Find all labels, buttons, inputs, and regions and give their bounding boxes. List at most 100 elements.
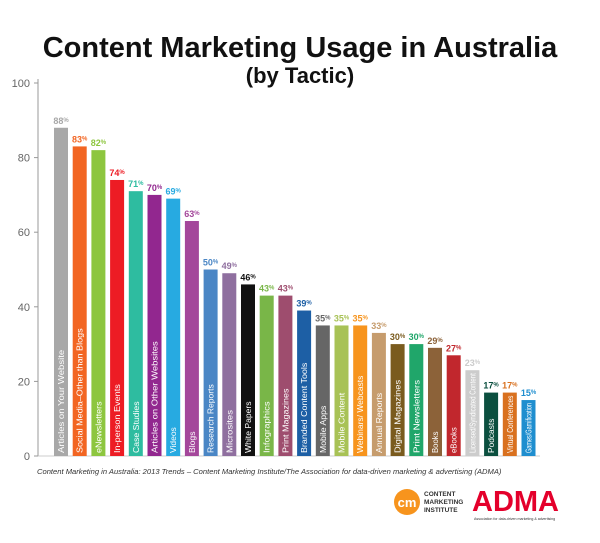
- y-tick-label: 80: [18, 153, 30, 165]
- bars: 88% Articles on Your Website 83% Social Med…: [53, 116, 537, 457]
- bar-group: 35% Mobile Content: [334, 313, 350, 456]
- bar-value-label: 74%: [109, 168, 125, 178]
- cmi-logo-mark-text: cm: [398, 495, 417, 510]
- bar-value-label: 23%: [465, 358, 481, 368]
- bar-value-label: 33%: [371, 321, 387, 331]
- bar: [371, 332, 386, 456]
- bar-category-label: Print Magazines: [281, 389, 290, 454]
- bar-category-label: Case Studies: [132, 401, 141, 453]
- bar-group: 49% Microsites: [222, 261, 238, 456]
- chart-title: Content Marketing Usage in Australia: [43, 32, 558, 64]
- bar-category-label: Videos: [169, 427, 178, 453]
- bar-group: 39% Branded Content Tools: [296, 299, 312, 456]
- bar-category-label: Books: [431, 432, 440, 454]
- bar: [203, 269, 218, 456]
- bar-group: 43% Infographics: [259, 284, 275, 456]
- bar: [147, 194, 162, 456]
- bar-category-label: eBooks: [450, 427, 459, 453]
- bar-value-label: 35%: [353, 313, 369, 323]
- y-tick-label: 0: [24, 451, 30, 463]
- bar: [166, 198, 181, 456]
- bar-value-label: 69%: [166, 187, 182, 197]
- bar-value-label: 30%: [390, 332, 406, 342]
- bar: [428, 347, 442, 456]
- bar-value-label: 43%: [278, 284, 294, 294]
- cmi-logo-line2: MARKETING: [424, 499, 463, 506]
- bar-group: 35% Webinars/ Webcasts: [353, 313, 369, 456]
- bar-group: 43% Print Magazines: [278, 284, 294, 456]
- bar-category-label: Infographics: [263, 401, 272, 453]
- cmi-logo-mark: [394, 489, 420, 515]
- bar: [409, 344, 424, 456]
- bar: [241, 284, 255, 456]
- bar-category-label: Podcasts: [487, 419, 496, 453]
- bar-group: 30% Print Newsletters: [409, 332, 425, 456]
- bar-value-label: 70%: [147, 183, 163, 193]
- bar-category-label: Games/Gamification: [525, 403, 534, 453]
- bar-value-label: 49%: [222, 261, 238, 271]
- bar-category-label: Annual Reports: [375, 393, 384, 453]
- bar-category-label: Licensed/Syndicated Content: [468, 373, 477, 453]
- bar-value-label: 46%: [240, 272, 256, 282]
- bar-group: 33% Annual Reports: [371, 321, 387, 456]
- y-tick-label: 40: [18, 302, 30, 314]
- bar-value-label: 29%: [427, 336, 443, 346]
- bar-category-label: Microsites: [225, 410, 234, 453]
- bar-group: 29% Books: [427, 336, 443, 456]
- bar-value-label: 15%: [521, 388, 537, 398]
- chart-subtitle: (by Tactic): [246, 63, 354, 88]
- bar-value-label: 30%: [409, 332, 425, 342]
- adma-logo-tagline: Association for data-driven marketing & …: [474, 517, 555, 521]
- bar-value-label: 83%: [72, 134, 88, 144]
- bar-category-label: Branded Content Tools: [300, 363, 309, 453]
- bar-group: 88% Articles on Your Website: [53, 116, 69, 456]
- bar-group: 17% Virtual Conferences: [502, 381, 518, 456]
- bar-group: 74% In-person Events: [109, 168, 125, 457]
- bar-group: 70% Articles on Other Websites: [147, 183, 163, 456]
- bar-group: 23% Licensed/Syndicated Content: [465, 358, 481, 456]
- bar-value-label: 82%: [91, 138, 107, 148]
- bar-value-label: 17%: [502, 381, 518, 391]
- bar-category-label: White Papers: [244, 401, 253, 453]
- bar-group: 82% eNewsletters: [91, 138, 107, 456]
- bar: [72, 146, 87, 456]
- cmi-logo-line1: CONTENT: [424, 491, 455, 498]
- bar-category-label: Mobile Apps: [319, 406, 328, 453]
- bar: [334, 325, 349, 456]
- bar-group: 71% Case Studies: [128, 179, 144, 457]
- y-axis: 0 20 40 60 80 100: [12, 78, 540, 463]
- bar: [315, 325, 330, 456]
- bar: [259, 295, 274, 456]
- bar: [446, 355, 461, 456]
- bar-group: 50% Research Reports: [203, 258, 219, 456]
- bar: [110, 179, 125, 457]
- source-note: Content Marketing in Australia: 2013 Tre…: [37, 467, 502, 476]
- y-tick-label: 20: [18, 376, 30, 388]
- y-tick-label: 100: [12, 78, 30, 90]
- bar-category-label: Articles on Your Website: [57, 349, 66, 453]
- y-tick-label: 60: [18, 227, 30, 239]
- bar-value-label: 43%: [259, 284, 275, 294]
- bar-value-label: 63%: [184, 209, 200, 219]
- bar-value-label: 88%: [53, 116, 69, 126]
- bar-value-label: 35%: [334, 313, 350, 323]
- bar: [184, 221, 199, 456]
- cmi-logo-line3: INSTITUTE: [424, 507, 458, 514]
- bar: [128, 191, 143, 457]
- bar: [502, 392, 517, 456]
- bar-category-label: Digital Magazines: [394, 380, 403, 453]
- bar-category-label: Social Media–Other than Blogs: [76, 328, 85, 453]
- bar-value-label: 50%: [203, 258, 219, 268]
- bar-value-label: 27%: [446, 343, 462, 353]
- bar-category-label: Articles on Other Websites: [151, 341, 160, 453]
- bar-group: 30% Digital Magazines: [390, 332, 406, 456]
- bar: [54, 127, 68, 456]
- bar-group: 46% White Papers: [240, 272, 256, 456]
- adma-logo-text: ADMA: [472, 486, 559, 518]
- bar-value-label: 71%: [128, 179, 144, 189]
- bar-category-label: Webinars/ Webcasts: [356, 376, 365, 453]
- bar-category-label: eNewsletters: [94, 401, 103, 453]
- bar-value-label: 17%: [483, 381, 499, 391]
- bar-group: 15% Games/Gamification: [521, 388, 537, 456]
- bar-category-label: Virtual Conferences: [506, 396, 515, 453]
